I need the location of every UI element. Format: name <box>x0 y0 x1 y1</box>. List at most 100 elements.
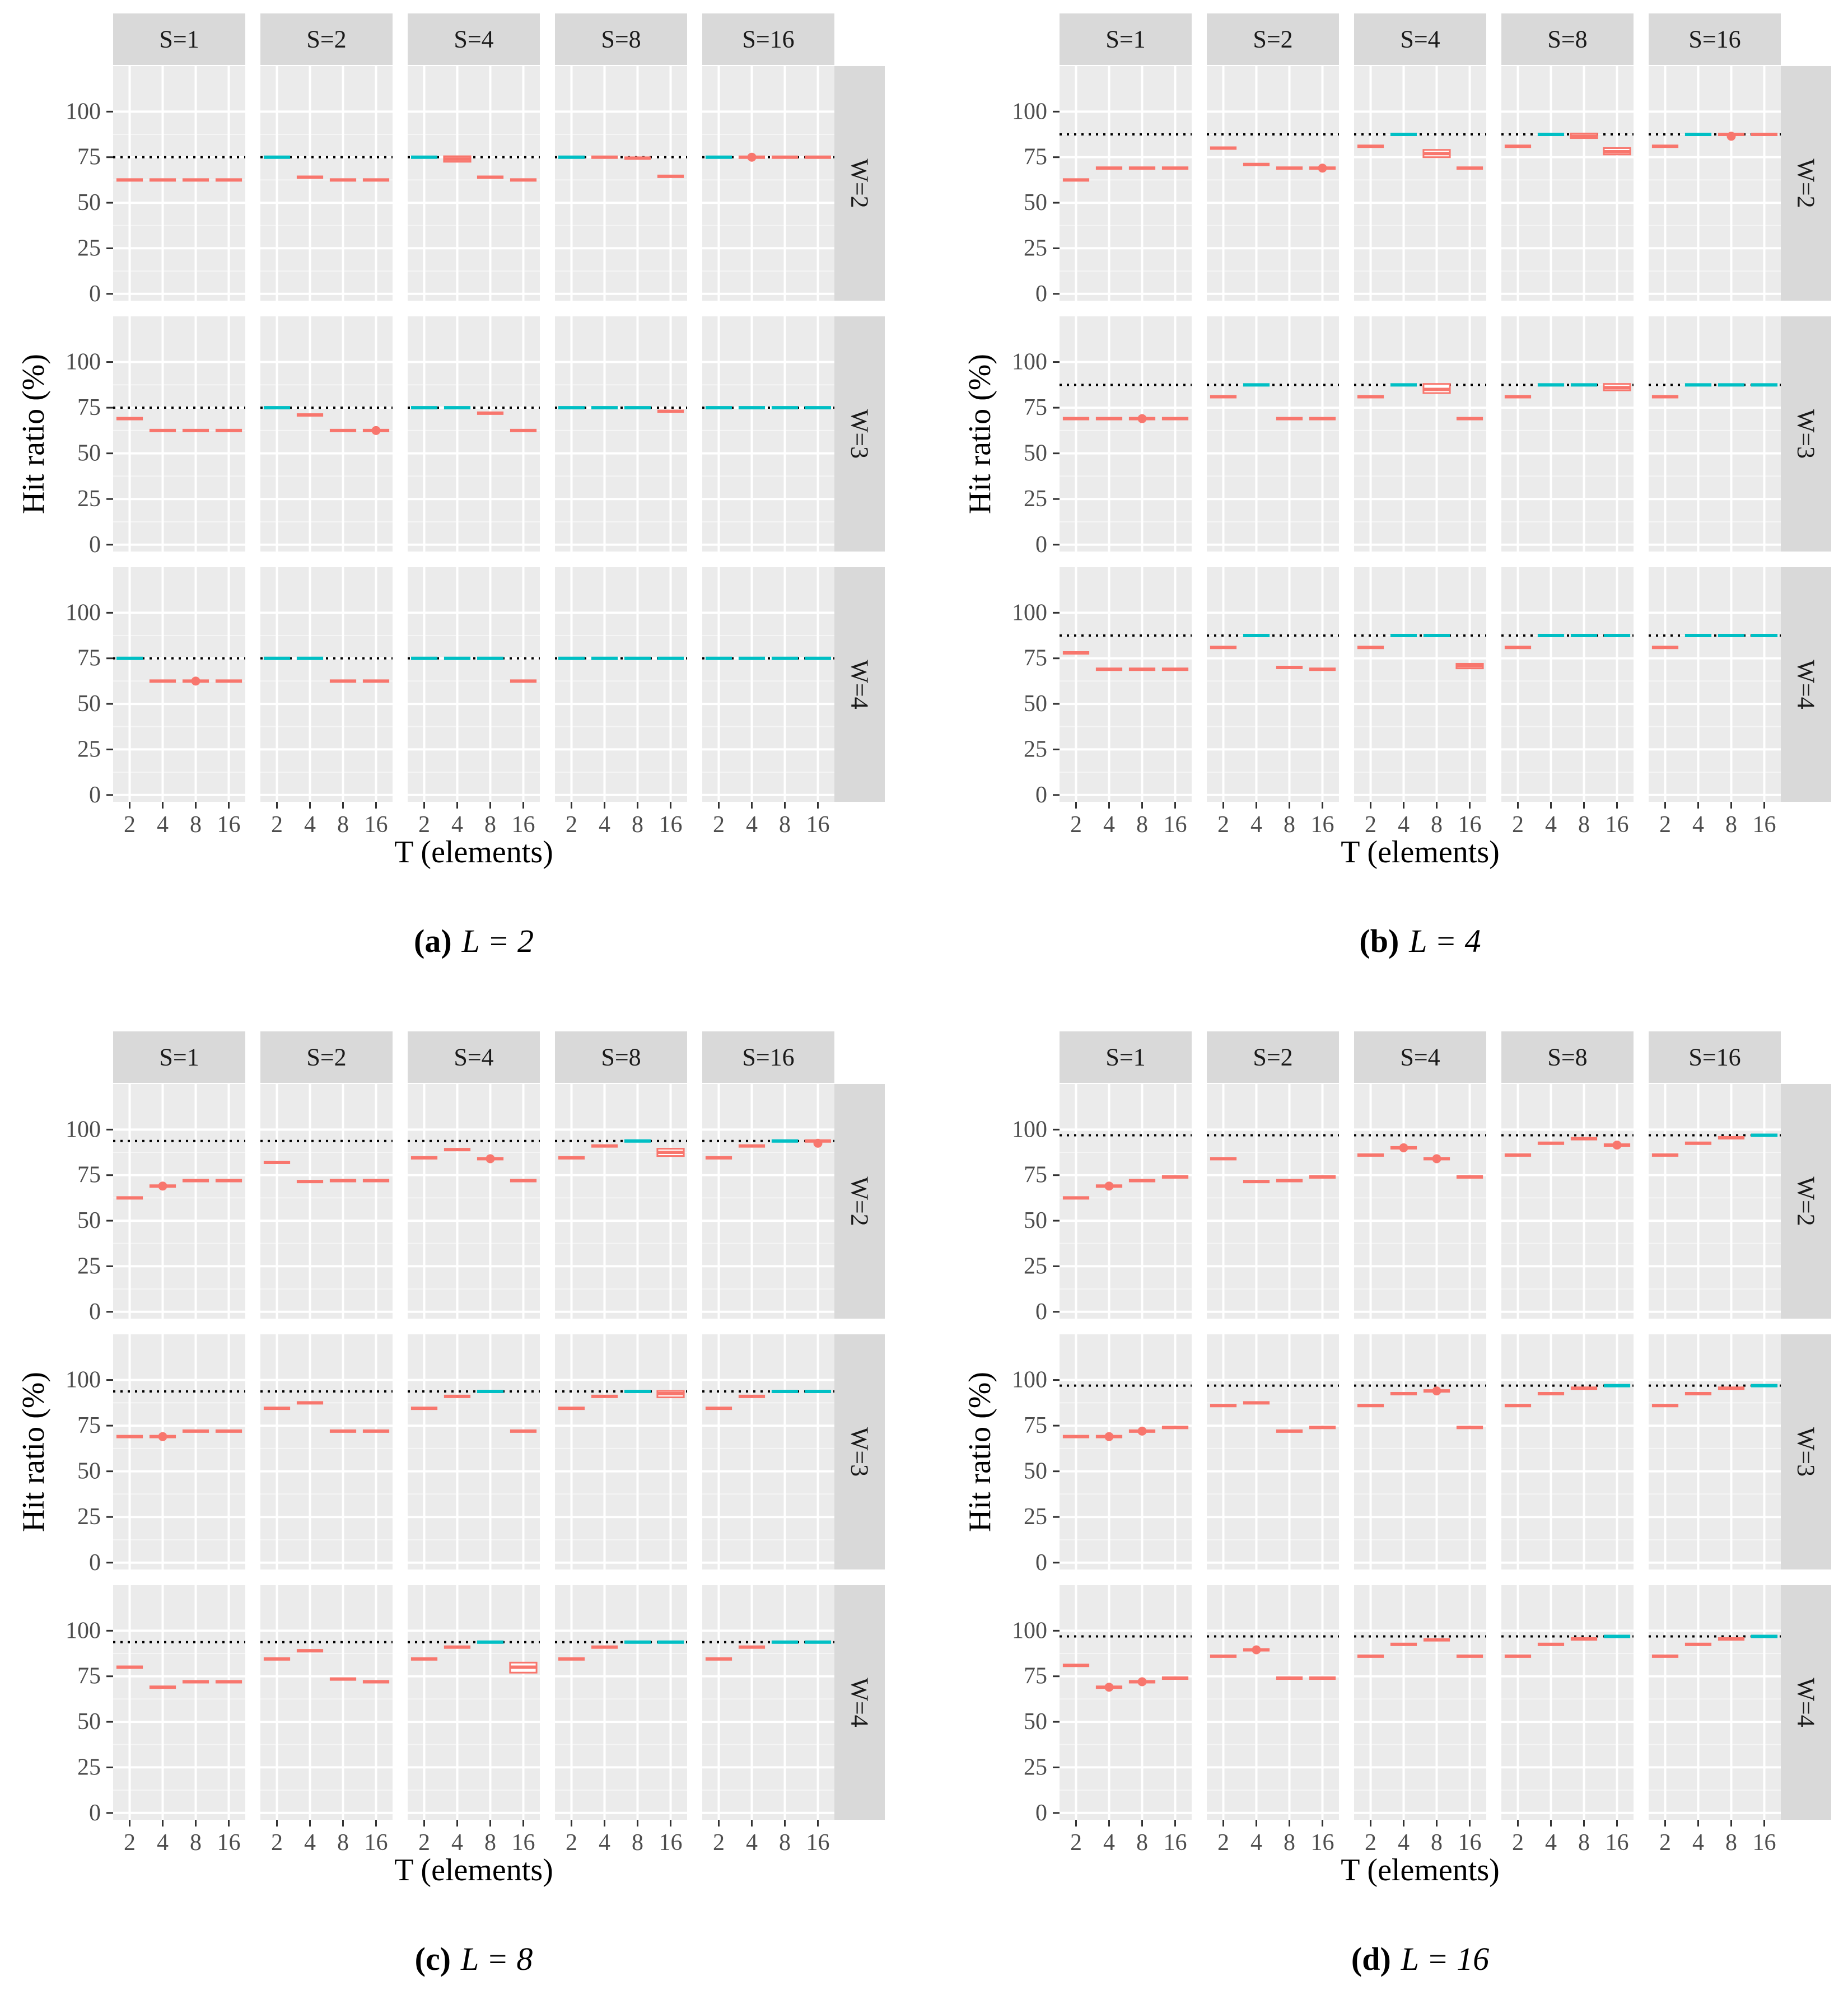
facet-figure-2: W=2 0 25 50 75 100 S=1 S=2 S=4 S=8 S=16 W=3 0 25 50 75 1… <box>16 1031 885 1977</box>
row-strip-label: W=3 <box>1793 1427 1820 1477</box>
panel <box>113 1334 245 1569</box>
x-tick-label: 4 <box>599 1830 610 1856</box>
column-strip-label: S=16 <box>742 1044 794 1071</box>
panel-background <box>1060 1334 1192 1569</box>
panel-background <box>1354 567 1486 802</box>
x-tick-label: 2 <box>271 812 283 838</box>
y-tick-label: 25 <box>77 486 101 512</box>
y-tick-label: 0 <box>89 532 101 558</box>
x-tick-label: 4 <box>304 812 316 838</box>
x-tick-label: 4 <box>1103 812 1115 838</box>
x-tick-label: 4 <box>1692 1830 1704 1856</box>
x-tick-label: 4 <box>451 812 463 838</box>
panel-background <box>408 567 540 802</box>
panel-background <box>260 1585 393 1820</box>
x-tick-label: 2 <box>1070 1830 1082 1856</box>
x-tick-label: 8 <box>632 1830 643 1856</box>
x-tick-label: 4 <box>157 812 169 838</box>
x-tick-label: 16 <box>1164 1830 1187 1856</box>
column-strip-label: S=8 <box>601 26 641 53</box>
x-tick-label: 2 <box>418 1830 430 1856</box>
x-tick-label: 16 <box>365 812 388 838</box>
y-tick-label: 25 <box>1024 486 1047 512</box>
y-tick-label: 100 <box>1012 99 1047 124</box>
panel-background <box>260 66 393 301</box>
outlier-point <box>158 1432 167 1441</box>
outlier-point <box>747 152 757 162</box>
panel-background <box>1354 1084 1486 1319</box>
panel <box>408 66 540 301</box>
column-strip <box>260 13 393 65</box>
y-tick-label: 25 <box>1024 1253 1047 1279</box>
x-tick-label: 4 <box>599 812 610 838</box>
column-strip <box>1649 13 1781 65</box>
y-tick-label: 75 <box>1024 144 1047 170</box>
panel-background <box>1354 316 1486 552</box>
panel-background <box>702 567 834 802</box>
row-strip <box>1781 1084 1831 1319</box>
x-tick-label: 4 <box>1692 812 1704 838</box>
column-strip <box>113 13 245 65</box>
row-strip-label: W=2 <box>846 158 874 208</box>
row-strip <box>834 316 885 552</box>
x-tick-label: 8 <box>1136 1830 1148 1856</box>
column-strip <box>260 1031 393 1083</box>
x-tick-label: 16 <box>512 1830 535 1856</box>
row-strip <box>1781 1334 1831 1569</box>
x-tick-label: 16 <box>1606 812 1629 838</box>
column-strip-label: S=1 <box>1105 26 1145 53</box>
panel <box>1207 1334 1339 1569</box>
y-tick-label: 100 <box>66 1367 101 1393</box>
panel <box>1649 1084 1781 1319</box>
panel <box>1501 1585 1634 1820</box>
x-tick-label: 8 <box>1431 1830 1443 1856</box>
y-tick-label: 100 <box>1012 349 1047 375</box>
x-tick-label: 2 <box>418 812 430 838</box>
column-strip <box>1501 1031 1634 1083</box>
x-tick-label: 2 <box>1659 1830 1671 1856</box>
y-axis-title: Hit ratio (%) <box>963 354 997 514</box>
panel <box>1354 1084 1486 1319</box>
column-strip <box>702 1031 834 1083</box>
panel-background <box>260 1084 393 1319</box>
panel <box>113 66 245 301</box>
y-tick-label: 75 <box>1024 1413 1047 1438</box>
column-strip-label: S=2 <box>1253 1044 1292 1071</box>
y-tick-label: 0 <box>1035 1550 1047 1576</box>
column-strip-label: S=4 <box>454 26 493 53</box>
caption-prefix: (b) <box>1359 923 1399 959</box>
y-tick-label: 0 <box>1035 281 1047 307</box>
panel <box>702 1585 834 1820</box>
x-axis-title: T (elements) <box>1341 835 1500 870</box>
x-tick-label: 4 <box>451 1830 463 1856</box>
x-axis-title: T (elements) <box>1341 1853 1500 1888</box>
panel <box>113 567 245 802</box>
panel <box>408 1585 540 1820</box>
x-tick-label: 8 <box>190 812 202 838</box>
x-tick-label: 4 <box>157 1830 169 1856</box>
panel-background <box>1354 66 1486 301</box>
x-tick-label: 4 <box>1250 812 1262 838</box>
panel <box>1649 567 1781 802</box>
panel-background <box>1501 567 1634 802</box>
y-tick-label: 0 <box>89 281 101 307</box>
x-tick-label: 8 <box>337 1830 349 1856</box>
x-tick-label: 16 <box>1458 812 1482 838</box>
panel-background <box>1207 66 1339 301</box>
row-strip-label: W=2 <box>846 1176 874 1226</box>
y-tick-label: 25 <box>1024 235 1047 261</box>
x-tick-label: 2 <box>566 1830 577 1856</box>
row-strip-label: W=4 <box>846 1678 874 1727</box>
outlier-point <box>1104 1683 1114 1692</box>
panel <box>702 66 834 301</box>
column-strip <box>1354 1031 1486 1083</box>
y-tick-label: 0 <box>89 1800 101 1826</box>
panel-background <box>1060 1084 1192 1319</box>
caption-prefix: (c) <box>415 1941 451 1977</box>
panel-background <box>1501 316 1634 552</box>
x-tick-label: 8 <box>779 812 791 838</box>
y-tick-label: 0 <box>1035 782 1047 808</box>
x-tick-label: 2 <box>124 812 136 838</box>
caption-math: L = 16 <box>1401 1941 1489 1977</box>
caption-math: L = 4 <box>1408 923 1481 959</box>
